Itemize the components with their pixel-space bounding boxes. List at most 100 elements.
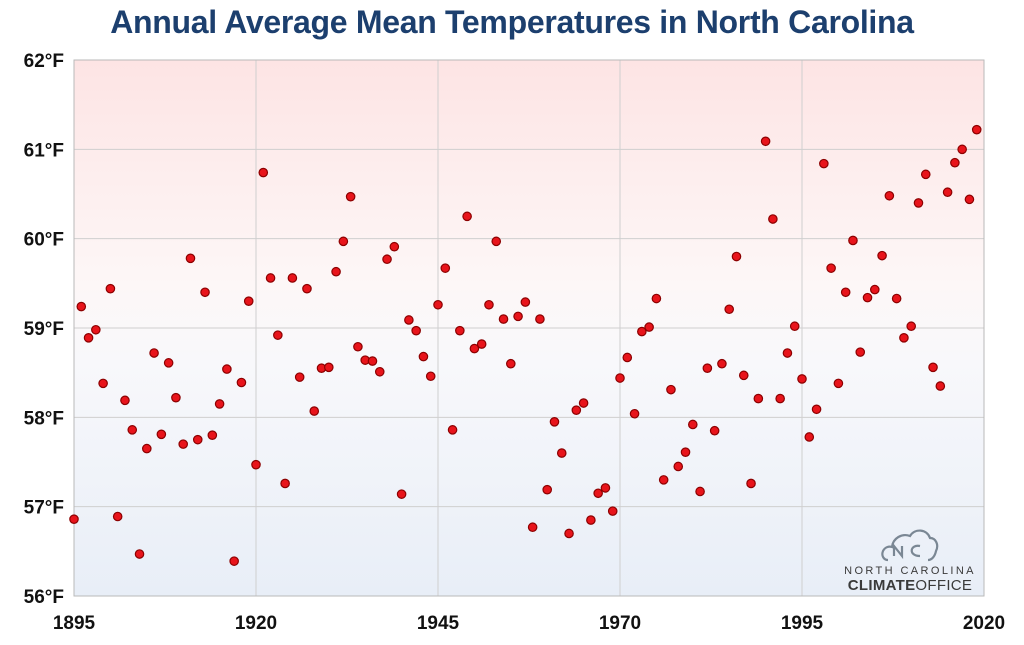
data-point	[950, 157, 960, 168]
x-tick-label: 1895	[53, 613, 96, 634]
data-point	[105, 283, 116, 294]
data-point	[433, 299, 443, 310]
data-point	[178, 439, 188, 449]
data-point	[666, 384, 676, 395]
data-point	[549, 416, 560, 427]
data-point	[724, 304, 734, 315]
data-point	[469, 343, 480, 354]
data-point	[600, 483, 611, 493]
data-point	[819, 158, 829, 169]
data-point	[280, 478, 290, 489]
data-point	[476, 339, 487, 349]
data-point	[768, 214, 778, 224]
nc-cloud-logo-icon	[881, 529, 939, 562]
data-point	[185, 253, 196, 264]
x-tick-label: 2020	[963, 613, 1005, 634]
data-point	[731, 251, 742, 262]
data-points	[69, 124, 982, 566]
data-point	[273, 330, 283, 340]
data-point	[833, 378, 844, 389]
data-point	[695, 486, 705, 497]
data-point	[374, 366, 385, 377]
data-point	[775, 393, 785, 404]
data-point	[171, 392, 181, 403]
data-point	[782, 348, 793, 358]
data-point	[214, 399, 225, 409]
data-point	[899, 333, 909, 343]
data-point	[142, 443, 152, 454]
data-point	[251, 459, 261, 470]
data-point	[505, 358, 516, 369]
data-point	[156, 429, 167, 440]
data-point	[236, 377, 247, 388]
y-tick-label: 58°F	[24, 408, 64, 429]
data-point	[804, 432, 815, 442]
data-point	[789, 321, 800, 332]
y-tick-label: 61°F	[24, 140, 64, 161]
y-tick-label: 56°F	[24, 587, 64, 608]
data-point	[971, 124, 982, 135]
data-point	[382, 254, 392, 265]
data-point	[535, 314, 545, 324]
data-point	[447, 425, 458, 435]
data-point	[542, 484, 552, 495]
data-point	[258, 167, 269, 178]
data-point	[920, 169, 931, 180]
data-point	[615, 373, 625, 383]
data-point	[396, 489, 407, 499]
data-point	[964, 194, 975, 205]
data-point	[709, 425, 720, 436]
data-point	[345, 191, 356, 202]
data-point	[76, 301, 87, 312]
logo-climate-text: CLIMATE	[848, 577, 916, 594]
plot-border	[73, 59, 985, 597]
data-point	[760, 136, 771, 147]
data-point	[913, 198, 924, 208]
data-point	[556, 448, 567, 458]
data-point	[855, 347, 866, 357]
data-point	[207, 430, 218, 440]
data-point	[586, 515, 596, 525]
data-point	[425, 371, 436, 382]
data-point	[753, 393, 764, 404]
data-point	[411, 325, 421, 336]
data-point	[738, 370, 749, 381]
data-point	[69, 514, 79, 524]
data-point	[149, 348, 159, 358]
y-tick-label: 57°F	[24, 498, 64, 519]
data-point	[826, 263, 836, 273]
data-point	[91, 324, 101, 335]
data-point	[935, 381, 946, 391]
logo-line1: NORTH CAROLINA	[844, 565, 976, 577]
data-point	[98, 378, 108, 389]
data-point	[884, 190, 895, 201]
chart-title: Annual Average Mean Temperatures in Nort…	[110, 4, 914, 40]
data-point	[192, 434, 203, 445]
data-point	[746, 478, 756, 489]
data-point	[622, 352, 633, 363]
data-point	[877, 250, 887, 261]
data-point	[462, 211, 472, 222]
data-point	[942, 187, 953, 198]
data-point	[564, 528, 574, 539]
data-point	[680, 447, 691, 457]
data-point	[651, 293, 662, 304]
data-point	[294, 372, 305, 382]
data-point	[265, 273, 276, 283]
x-tick-label: 1970	[599, 613, 641, 634]
data-point	[593, 488, 603, 499]
data-point	[302, 283, 312, 294]
x-tick-label: 1920	[235, 613, 277, 634]
data-point	[717, 358, 727, 369]
data-point	[484, 299, 494, 310]
y-tick-label: 60°F	[24, 230, 64, 251]
y-tick-label: 62°F	[24, 51, 64, 72]
data-point	[134, 549, 145, 559]
data-point	[455, 325, 465, 336]
data-point	[498, 314, 509, 324]
climate-office-logo: NORTH CAROLINA CLIMATEOFFICE	[844, 529, 976, 594]
data-point	[520, 297, 531, 307]
data-point	[440, 263, 451, 273]
data-point	[607, 506, 618, 516]
data-point	[869, 284, 880, 295]
